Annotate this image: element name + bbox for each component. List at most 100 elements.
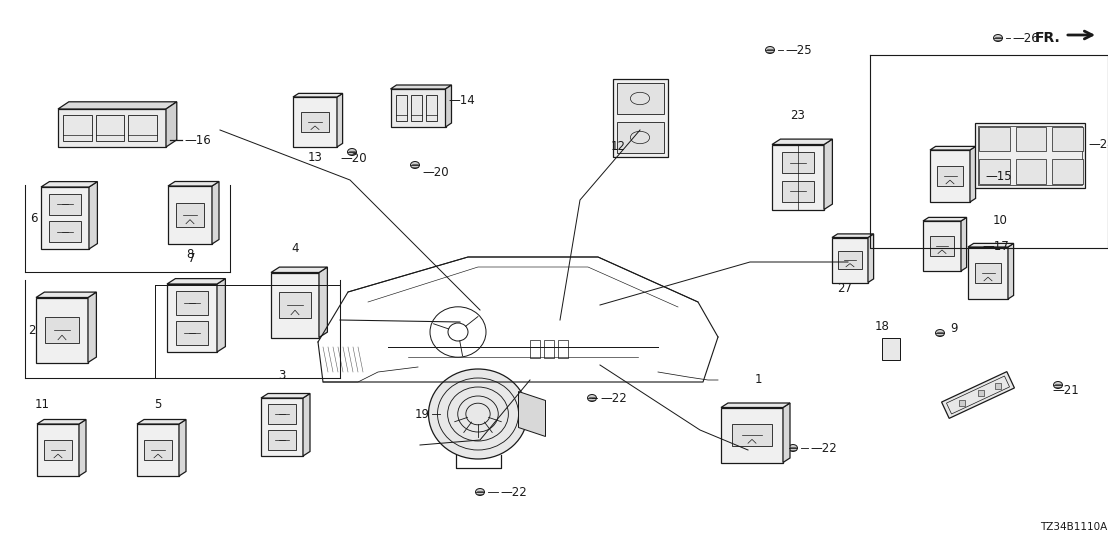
Polygon shape xyxy=(168,182,219,186)
Ellipse shape xyxy=(994,34,1003,42)
Polygon shape xyxy=(261,393,310,398)
Bar xyxy=(530,340,540,358)
Bar xyxy=(968,247,1008,299)
Bar xyxy=(613,79,667,157)
Text: 27: 27 xyxy=(838,283,852,295)
Text: 12: 12 xyxy=(611,140,626,153)
Polygon shape xyxy=(58,102,177,109)
Text: TZ34B1110A: TZ34B1110A xyxy=(1040,522,1107,532)
Polygon shape xyxy=(41,182,98,187)
Polygon shape xyxy=(868,234,873,283)
Text: 13: 13 xyxy=(308,151,322,164)
Bar xyxy=(129,115,157,141)
Bar xyxy=(167,284,217,352)
Ellipse shape xyxy=(429,369,527,459)
Bar xyxy=(958,399,965,406)
Polygon shape xyxy=(390,85,451,89)
Text: —24: —24 xyxy=(1088,138,1108,151)
Bar xyxy=(558,340,568,358)
Bar xyxy=(978,126,1083,184)
Text: —14: —14 xyxy=(448,94,474,106)
Bar xyxy=(979,126,1009,151)
Polygon shape xyxy=(783,403,790,463)
Bar xyxy=(839,251,862,269)
Bar xyxy=(44,440,72,460)
Bar xyxy=(923,221,961,271)
Polygon shape xyxy=(88,292,96,362)
Ellipse shape xyxy=(935,330,944,336)
Ellipse shape xyxy=(410,162,420,168)
Bar xyxy=(300,112,329,132)
Text: —21: —21 xyxy=(1051,383,1079,397)
Polygon shape xyxy=(390,89,445,127)
Bar xyxy=(930,150,970,202)
Text: 11: 11 xyxy=(34,398,50,411)
Bar xyxy=(1016,126,1046,151)
Polygon shape xyxy=(89,182,98,249)
Ellipse shape xyxy=(348,148,357,156)
Polygon shape xyxy=(1008,243,1014,299)
Text: 19: 19 xyxy=(416,408,430,420)
Bar xyxy=(1016,159,1046,183)
Polygon shape xyxy=(179,419,186,476)
Polygon shape xyxy=(58,109,166,147)
Bar xyxy=(995,383,1001,389)
Bar xyxy=(45,317,79,343)
Text: —15: —15 xyxy=(985,170,1012,182)
Bar xyxy=(544,340,554,358)
Bar xyxy=(268,404,296,424)
Ellipse shape xyxy=(587,394,596,402)
Text: —25: —25 xyxy=(784,44,812,57)
Text: 23: 23 xyxy=(791,109,806,122)
Bar xyxy=(279,292,310,318)
Bar xyxy=(721,408,783,463)
Text: 6: 6 xyxy=(30,212,38,224)
Text: —17: —17 xyxy=(982,239,1008,253)
Text: 1: 1 xyxy=(755,373,762,386)
Bar xyxy=(410,95,421,121)
Polygon shape xyxy=(721,403,790,408)
Polygon shape xyxy=(961,217,966,271)
Bar xyxy=(782,152,813,173)
Text: 8: 8 xyxy=(186,248,194,261)
Text: FR.: FR. xyxy=(1035,31,1060,45)
Polygon shape xyxy=(37,419,86,424)
Polygon shape xyxy=(337,94,342,147)
Polygon shape xyxy=(166,102,177,147)
Bar xyxy=(50,221,81,243)
Polygon shape xyxy=(970,146,976,202)
Bar xyxy=(168,186,212,244)
Bar xyxy=(271,273,319,337)
Polygon shape xyxy=(319,267,327,337)
Text: —20: —20 xyxy=(340,151,367,165)
Bar xyxy=(979,159,1009,183)
Bar xyxy=(261,398,302,456)
Polygon shape xyxy=(79,419,86,476)
Bar xyxy=(978,391,984,397)
Polygon shape xyxy=(293,94,342,97)
Text: 7: 7 xyxy=(188,252,196,265)
Polygon shape xyxy=(824,139,832,209)
Bar xyxy=(176,203,204,227)
Bar xyxy=(37,424,79,476)
Bar xyxy=(35,297,88,362)
Bar xyxy=(975,263,1001,284)
Bar xyxy=(41,187,89,249)
Bar xyxy=(50,193,81,215)
Ellipse shape xyxy=(789,444,798,452)
Polygon shape xyxy=(167,279,225,284)
Polygon shape xyxy=(35,292,96,297)
Text: 10: 10 xyxy=(993,214,1007,227)
Bar xyxy=(63,115,92,141)
Bar xyxy=(268,429,296,450)
Text: —22: —22 xyxy=(500,485,526,499)
Text: 4: 4 xyxy=(291,242,299,255)
Text: —22: —22 xyxy=(810,442,837,454)
Text: —16: —16 xyxy=(184,134,211,146)
Polygon shape xyxy=(519,392,545,437)
Polygon shape xyxy=(217,279,225,352)
Bar xyxy=(930,236,954,256)
Text: —20: —20 xyxy=(422,166,449,178)
Bar xyxy=(772,145,824,209)
Text: 5: 5 xyxy=(154,398,162,411)
